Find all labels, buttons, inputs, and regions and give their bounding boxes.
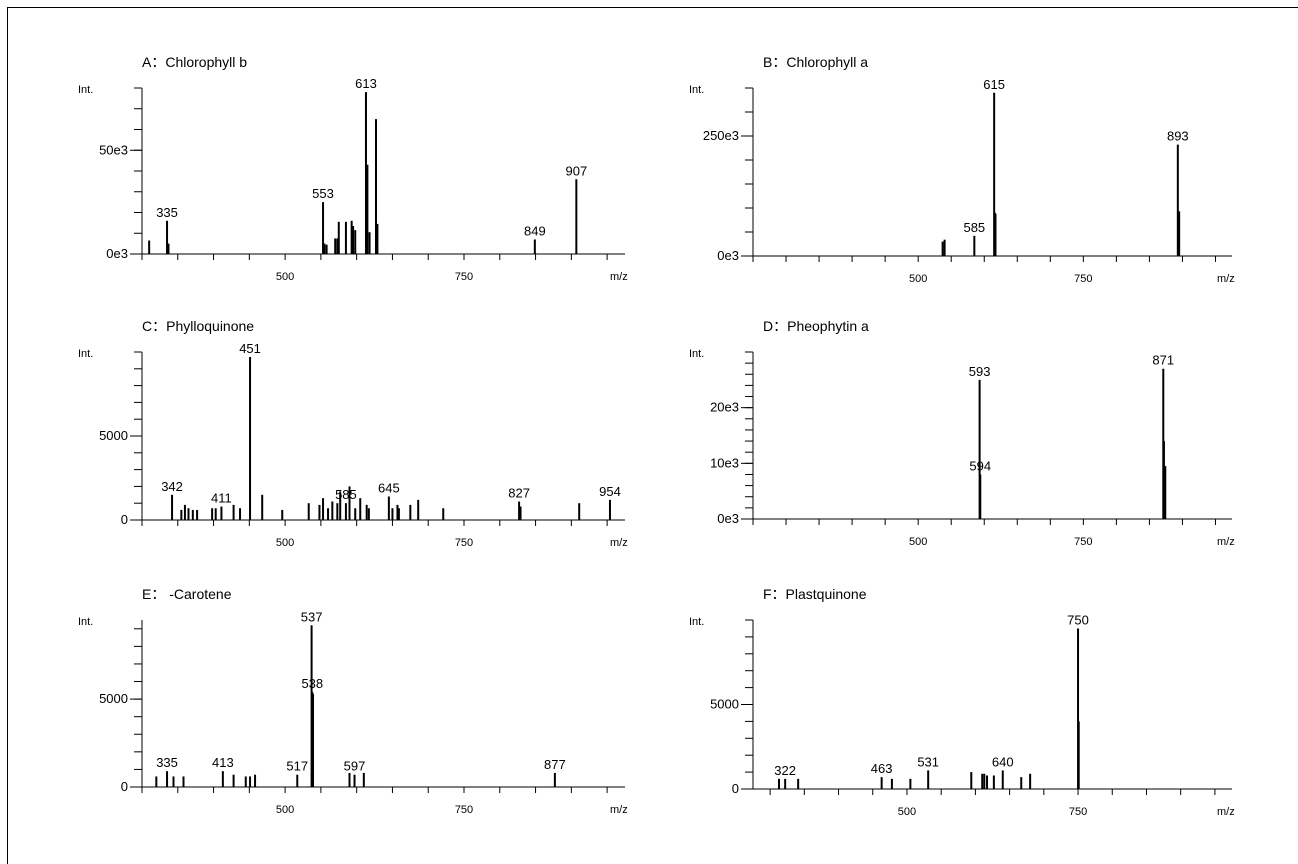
peak-label: 877 (544, 757, 566, 772)
x-axis-label: m/z (610, 271, 628, 283)
y-tick-label: 5000 (710, 697, 739, 712)
peak-label: 585 (963, 220, 985, 235)
peak-label: 531 (917, 754, 939, 769)
x-tick-label: 500 (909, 536, 927, 548)
panel-title: D：Pheophytin a (763, 318, 869, 334)
y-axis-label: Int. (689, 616, 704, 628)
y-tick-label: 5000 (99, 428, 128, 443)
peak-label: 907 (565, 163, 587, 178)
peak-label: 451 (239, 341, 261, 356)
peak-label: 597 (344, 759, 366, 774)
x-tick-label: 500 (276, 537, 294, 549)
peak-label: 585 (335, 487, 357, 502)
panel-title: A：Chlorophyll b (142, 54, 247, 70)
y-tick-label: 0e3 (717, 248, 739, 263)
peak-label: 613 (355, 76, 377, 91)
y-tick-label: 10e3 (710, 455, 739, 470)
peak-label: 645 (378, 480, 400, 495)
x-tick-label: 500 (276, 271, 294, 283)
x-axis-label: m/z (1217, 806, 1235, 818)
peak-label: 538 (301, 676, 323, 691)
x-axis-label: m/z (610, 804, 628, 816)
peak-label: 593 (969, 364, 991, 379)
x-tick-label: 750 (455, 271, 473, 283)
x-tick-label: 750 (455, 537, 473, 549)
panel-title: C：Phylloquinone (142, 318, 254, 334)
peak-label: 640 (992, 754, 1014, 769)
y-tick-label: 20e3 (710, 400, 739, 415)
y-axis-label: Int. (78, 616, 93, 628)
x-tick-label: 750 (1074, 536, 1092, 548)
x-axis-label: m/z (1217, 273, 1235, 285)
y-tick-label: 0e3 (106, 246, 128, 261)
peak-label: 849 (524, 223, 546, 238)
x-tick-label: 750 (455, 804, 473, 816)
peak-label: 517 (286, 759, 308, 774)
peak-label: 615 (983, 77, 1005, 92)
x-tick-label: 500 (276, 804, 294, 816)
peak-label: 413 (212, 755, 234, 770)
peak-label: 871 (1152, 353, 1174, 368)
y-tick-label: 250e3 (703, 128, 739, 143)
x-axis-label: m/z (610, 537, 628, 549)
y-tick-label: 50e3 (99, 142, 128, 157)
peak-label: 342 (161, 479, 183, 494)
peak-label: 827 (508, 486, 530, 501)
peak-label: 954 (599, 484, 621, 499)
spectrum-panel-1: B：Chlorophyll a Int. m/z 500 750 0e3 250e3 585 6… (689, 54, 1235, 285)
figure-frame (7, 7, 1298, 864)
peak-label: 553 (312, 186, 334, 201)
peak-label: 594 (969, 458, 991, 473)
peak-label: 463 (871, 761, 893, 776)
y-tick-label: 0 (121, 512, 128, 527)
spectrum-panel-5: F：Plastquinone Int. m/z 500 750 0 5000 322 463 53… (689, 586, 1235, 818)
peak-label: 322 (774, 763, 796, 778)
spectrum-panel-3: D：Pheophytin a Int. m/z 500 750 0e3 10e3 20e3 59… (689, 318, 1235, 548)
spectrum-panel-4: E： -Carotene Int. m/z 500 750 0 5000 335 413 517 5… (78, 586, 628, 816)
y-axis-label: Int. (78, 348, 93, 360)
peak-label: 893 (1167, 129, 1189, 144)
peak-label: 750 (1067, 612, 1089, 627)
y-tick-label: 0e3 (717, 511, 739, 526)
x-tick-label: 750 (1074, 273, 1092, 285)
peak-label: 411 (211, 491, 232, 506)
x-tick-label: 500 (898, 806, 916, 818)
y-axis-label: Int. (689, 348, 704, 360)
y-tick-label: 0 (732, 781, 739, 796)
y-axis-label: Int. (689, 84, 704, 96)
y-tick-label: 0 (121, 779, 128, 794)
spectrum-panel-0: A：Chlorophyll b Int. m/z 500 750 0e3 50e3 335 55… (78, 54, 628, 283)
peak-label: 335 (156, 755, 178, 770)
panel-title: B：Chlorophyll a (763, 54, 868, 70)
panel-title: E： -Carotene (142, 586, 232, 602)
x-tick-label: 500 (909, 273, 927, 285)
y-axis-label: Int. (78, 84, 93, 96)
panel-title: F：Plastquinone (763, 586, 867, 602)
spectrum-panel-2: C：Phylloquinone Int. m/z 500 750 0 5000 342 411 4… (78, 318, 628, 549)
x-tick-label: 750 (1069, 806, 1087, 818)
x-axis-label: m/z (1217, 536, 1235, 548)
y-tick-label: 5000 (99, 691, 128, 706)
peak-label: 537 (301, 609, 323, 624)
peak-label: 335 (156, 205, 178, 220)
